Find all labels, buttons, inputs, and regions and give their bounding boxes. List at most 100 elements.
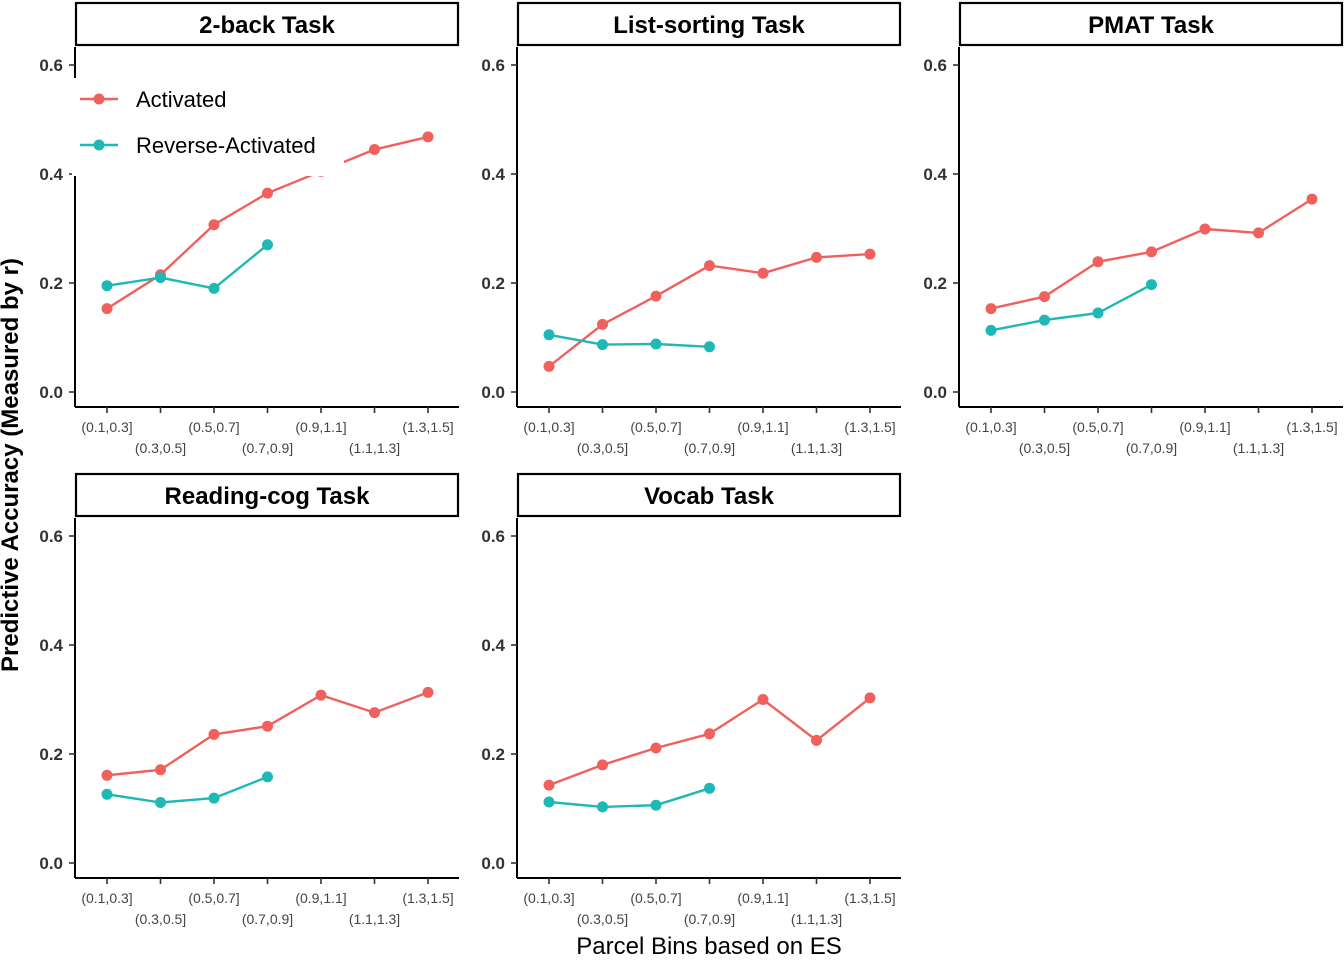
data-point-reverse-activated-2-back-task bbox=[101, 280, 113, 292]
x-tick-label-2-back-task: (0.7,0.9] bbox=[242, 440, 293, 456]
data-point-activated-list-sorting-task bbox=[597, 318, 608, 330]
y-tick-label-pmat-task: 0.2 bbox=[923, 274, 947, 293]
data-point-activated-list-sorting-task bbox=[650, 290, 662, 302]
data-point-reverse-activated-pmat-task bbox=[1146, 279, 1157, 291]
y-tick-label-pmat-task: 0.0 bbox=[923, 383, 947, 402]
x-tick-label-list-sorting-task: (0.5,0.7] bbox=[630, 419, 681, 435]
x-tick-label-vocab-task: (0.5,0.7] bbox=[630, 890, 681, 906]
y-tick-label-list-sorting-task: 0.6 bbox=[481, 56, 505, 75]
y-tick-label-2-back-task: 0.0 bbox=[39, 383, 63, 402]
data-point-activated-vocab-task bbox=[864, 692, 876, 704]
x-axis-title: Parcel Bins based on ES bbox=[576, 933, 842, 960]
x-tick-label-list-sorting-task: (0.7,0.9] bbox=[684, 440, 735, 456]
data-point-activated-pmat-task bbox=[1146, 246, 1157, 258]
series-line-reverse-activated-reading-cog-task bbox=[106, 775, 268, 804]
x-tick-label-list-sorting-task: (0.3,0.5] bbox=[577, 440, 628, 456]
panel-title-pmat-task: PMAT Task bbox=[1088, 12, 1214, 39]
data-point-activated-2-back-task bbox=[369, 144, 380, 155]
data-point-activated-list-sorting-task bbox=[704, 260, 715, 272]
y-tick-label-reading-cog-task: 0.0 bbox=[39, 854, 63, 873]
data-point-reverse-activated-vocab-task bbox=[543, 796, 555, 808]
panel-title-2-back-task: 2-back Task bbox=[199, 12, 335, 39]
series-line-reverse-activated-2-back-task bbox=[106, 243, 269, 290]
legend-label-reverse-activated: Reverse-Activated bbox=[136, 133, 316, 158]
data-point-reverse-activated-list-sorting-task bbox=[543, 329, 555, 341]
y-tick-label-list-sorting-task: 0.0 bbox=[481, 383, 505, 402]
data-point-activated-reading-cog-task bbox=[101, 769, 113, 781]
panel-strip-list-sorting-task bbox=[516, 1, 902, 47]
data-point-activated-vocab-task bbox=[757, 694, 769, 705]
y-tick-label-reading-cog-task: 0.4 bbox=[39, 636, 63, 655]
x-tick-label-reading-cog-task: (0.1,0.3] bbox=[81, 890, 132, 906]
y-tick-label-2-back-task: 0.6 bbox=[39, 56, 63, 75]
data-point-reverse-activated-list-sorting-task bbox=[597, 339, 608, 351]
legend-key-point-activated bbox=[93, 93, 105, 105]
x-tick-label-list-sorting-task: (1.3,1.5] bbox=[844, 419, 895, 435]
y-tick-label-pmat-task: 0.6 bbox=[923, 56, 947, 75]
x-tick-label-vocab-task: (1.1,1.3] bbox=[791, 911, 842, 927]
panel-strip-pmat-task bbox=[958, 1, 1344, 47]
data-point-reverse-activated-list-sorting-task bbox=[704, 341, 715, 353]
data-point-activated-list-sorting-task bbox=[543, 360, 555, 372]
legend-label-activated: Activated bbox=[136, 87, 227, 112]
data-point-activated-reading-cog-task bbox=[315, 689, 327, 701]
x-tick-label-pmat-task: (0.9,1.1] bbox=[1179, 419, 1230, 435]
x-tick-label-reading-cog-task: (1.3,1.5] bbox=[402, 890, 453, 906]
x-tick-label-2-back-task: (1.1,1.3] bbox=[349, 440, 400, 456]
panel-title-list-sorting-task: List-sorting Task bbox=[613, 12, 805, 39]
x-tick-label-list-sorting-task: (1.1,1.3] bbox=[791, 440, 842, 456]
data-point-reverse-activated-vocab-task bbox=[650, 799, 662, 811]
data-point-activated-reading-cog-task bbox=[369, 707, 380, 719]
data-point-activated-pmat-task bbox=[1306, 193, 1318, 205]
data-point-activated-reading-cog-task bbox=[208, 728, 220, 740]
x-tick-label-2-back-task: (0.9,1.1] bbox=[295, 419, 346, 435]
data-point-activated-reading-cog-task bbox=[422, 686, 434, 698]
data-point-activated-pmat-task bbox=[1253, 227, 1264, 239]
y-tick-label-2-back-task: 0.4 bbox=[39, 165, 63, 184]
data-point-activated-list-sorting-task bbox=[864, 248, 876, 260]
y-tick-label-vocab-task: 0.4 bbox=[481, 636, 505, 655]
data-point-activated-2-back-task bbox=[101, 303, 113, 315]
x-tick-label-pmat-task: (1.1,1.3] bbox=[1233, 440, 1284, 456]
y-tick-label-reading-cog-task: 0.6 bbox=[39, 527, 63, 546]
x-tick-label-reading-cog-task: (0.9,1.1] bbox=[295, 890, 346, 906]
x-tick-label-2-back-task: (0.1,0.3] bbox=[81, 419, 132, 435]
data-point-activated-pmat-task bbox=[985, 303, 997, 315]
panel-strip-reading-cog-task bbox=[74, 472, 460, 518]
panel-strip-vocab-task bbox=[516, 472, 902, 518]
data-point-reverse-activated-reading-cog-task bbox=[208, 792, 220, 804]
y-tick-label-list-sorting-task: 0.4 bbox=[481, 165, 505, 184]
data-point-activated-pmat-task bbox=[1039, 291, 1050, 303]
x-tick-label-pmat-task: (1.3,1.5] bbox=[1286, 419, 1337, 435]
x-tick-label-reading-cog-task: (0.7,0.9] bbox=[242, 911, 293, 927]
data-point-reverse-activated-pmat-task bbox=[1039, 314, 1050, 326]
y-tick-label-reading-cog-task: 0.2 bbox=[39, 745, 63, 764]
x-tick-label-reading-cog-task: (0.3,0.5] bbox=[135, 911, 186, 927]
x-tick-label-list-sorting-task: (0.1,0.3] bbox=[523, 419, 574, 435]
data-point-reverse-activated-pmat-task bbox=[1092, 307, 1104, 319]
data-point-activated-vocab-task bbox=[543, 779, 555, 791]
data-point-reverse-activated-pmat-task bbox=[985, 324, 997, 336]
x-tick-label-vocab-task: (0.3,0.5] bbox=[577, 911, 628, 927]
y-axis-title: Predictive Accuracy (Measured by r) bbox=[0, 258, 24, 672]
x-tick-label-vocab-task: (0.7,0.9] bbox=[684, 911, 735, 927]
data-point-reverse-activated-vocab-task bbox=[597, 801, 608, 813]
data-point-reverse-activated-reading-cog-task bbox=[155, 797, 166, 808]
y-tick-label-vocab-task: 0.0 bbox=[481, 854, 505, 873]
data-point-activated-list-sorting-task bbox=[811, 251, 822, 263]
y-tick-label-list-sorting-task: 0.2 bbox=[481, 274, 505, 293]
x-tick-label-vocab-task: (0.1,0.3] bbox=[523, 890, 574, 906]
x-tick-label-pmat-task: (0.1,0.3] bbox=[965, 419, 1016, 435]
data-point-reverse-activated-reading-cog-task bbox=[101, 788, 113, 800]
data-point-activated-reading-cog-task bbox=[155, 764, 166, 776]
y-tick-label-pmat-task: 0.4 bbox=[923, 165, 947, 184]
x-tick-label-reading-cog-task: (0.5,0.7] bbox=[188, 890, 239, 906]
data-point-reverse-activated-2-back-task bbox=[262, 239, 273, 251]
y-tick-label-2-back-task: 0.2 bbox=[39, 274, 63, 293]
series-line-reverse-activated-pmat-task bbox=[990, 283, 1153, 332]
data-point-activated-2-back-task bbox=[208, 219, 220, 231]
series-line-reverse-activated-list-sorting-task bbox=[548, 333, 710, 348]
data-point-activated-reading-cog-task bbox=[262, 720, 273, 732]
panel-title-reading-cog-task: Reading-cog Task bbox=[165, 483, 371, 510]
